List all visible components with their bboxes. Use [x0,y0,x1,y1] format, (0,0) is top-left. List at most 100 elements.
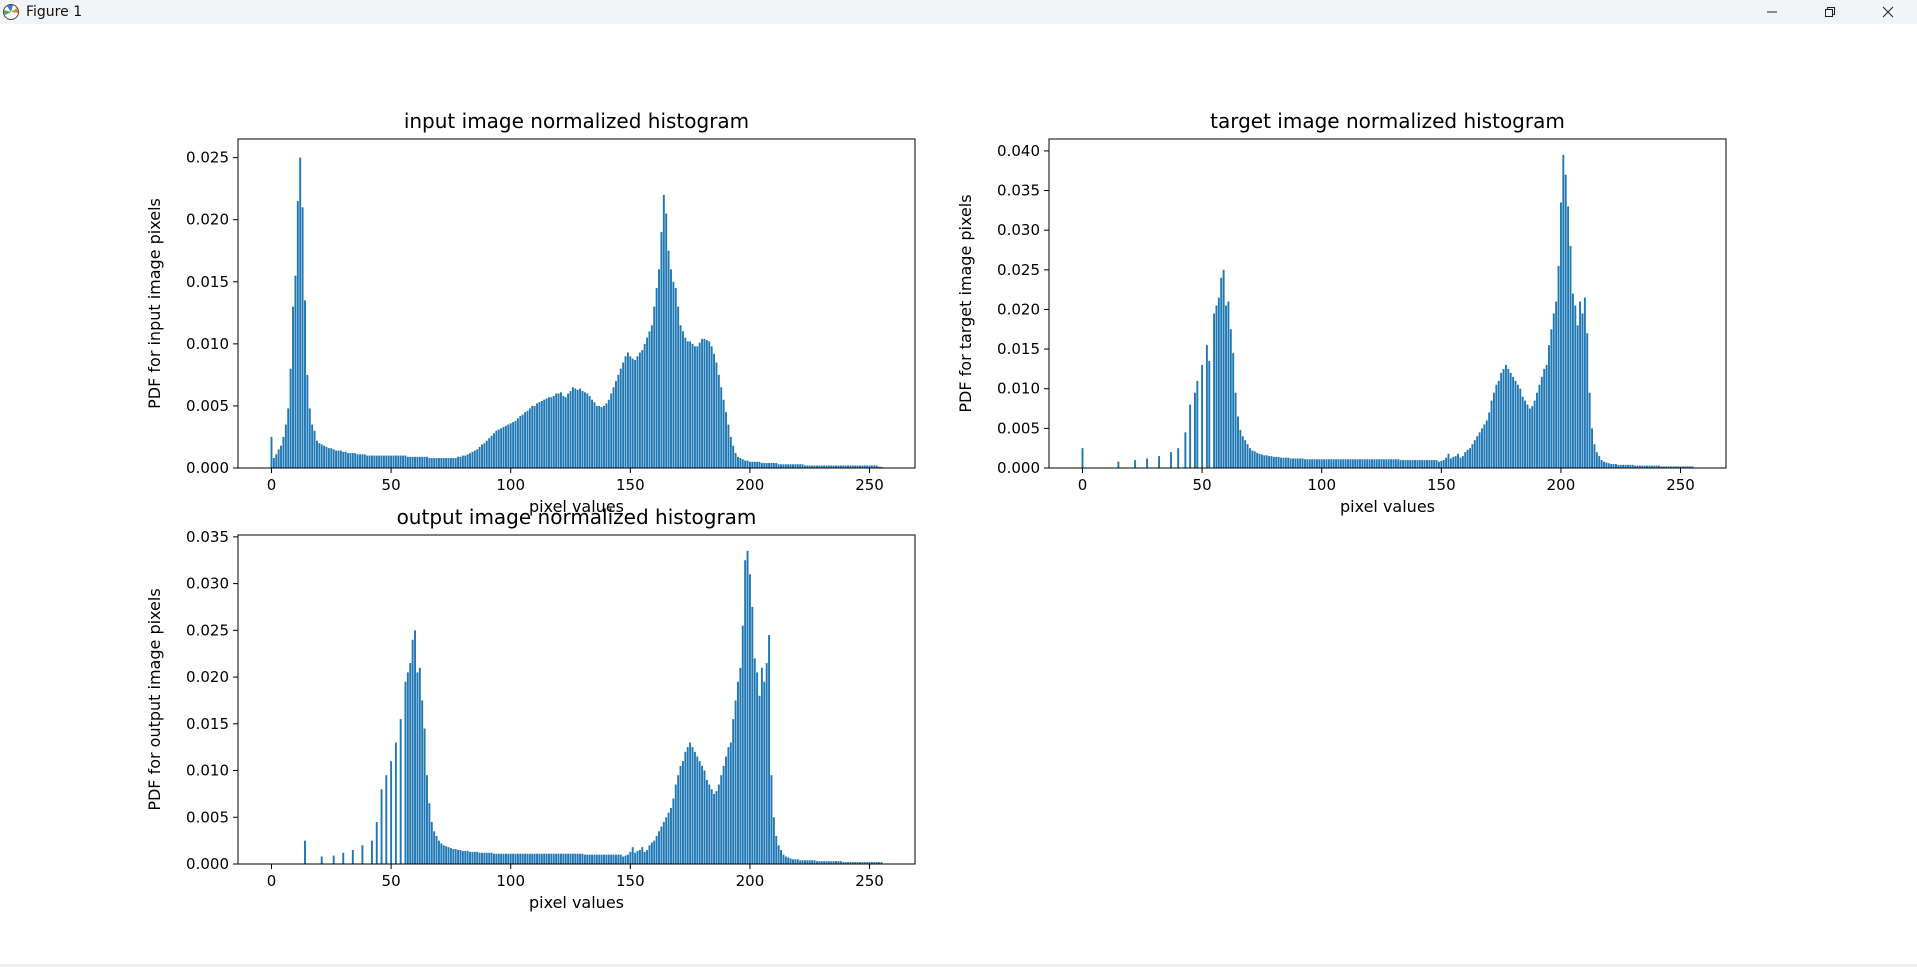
histogram-bar [435,458,438,468]
histogram-bar [1681,466,1684,468]
histogram-bar [765,663,768,864]
histogram-bar [837,465,840,468]
histogram-bar [1677,466,1680,468]
histogram-bar [1471,444,1474,468]
histogram-bar [516,418,519,468]
histogram-bar [665,213,668,468]
histogram-bar [1196,380,1199,468]
histogram-bar [1569,246,1572,468]
histogram-bar [1461,456,1464,468]
histogram-bar [576,389,579,468]
y-axis-label: PDF for output image pixels [145,588,164,810]
histogram-bar [1315,459,1318,468]
histogram-bar [507,853,510,864]
histogram-bar [1457,453,1460,468]
histogram-bar [1366,459,1369,468]
histogram-bar [562,853,565,864]
histogram-bar [708,784,711,864]
histogram-bar [796,464,799,468]
histogram-bar [1081,448,1084,468]
histogram-bar [823,465,826,468]
histogram-bar [1497,380,1500,468]
maximize-button[interactable] [1801,0,1859,24]
histogram-bar [1423,460,1426,468]
histogram-bar [615,381,617,468]
histogram-bar [703,770,706,864]
histogram-bar [418,456,421,468]
x-tick-label: 100 [1307,476,1336,494]
chart-title: target image normalized histogram [1210,109,1565,133]
histogram-bar [313,430,316,468]
histogram-bar [1323,459,1326,468]
histogram-bar [548,397,550,468]
histogram-bar [854,465,857,468]
histogram-bar [1519,388,1522,468]
histogram-bar [445,458,448,468]
minimize-button[interactable] [1743,0,1801,24]
histogram-bar [658,269,660,468]
histogram-bar [571,387,574,468]
close-button[interactable] [1859,0,1917,24]
x-tick-label: 250 [855,476,884,494]
y-tick-label: 0.025 [186,149,229,167]
window-title: Figure 1 [26,4,83,20]
histogram-bar [849,862,852,864]
histogram-bar [710,789,713,864]
window-controls [1743,0,1917,24]
histogram-bar [361,845,364,864]
histogram-bar [1237,416,1239,468]
histogram-bar [792,859,794,864]
histogram-bar [815,861,818,864]
histogram-bar [330,448,333,468]
histogram-bar [780,464,782,468]
histogram-bar [1626,464,1629,468]
histogram-bar [1246,444,1249,468]
histogram-bar [1641,465,1644,468]
histogram-bar [756,461,759,468]
histogram-bar [1370,459,1373,468]
histogram-bar [811,465,814,468]
histogram-bar [371,455,373,468]
histogram-bar [1325,459,1328,468]
histogram-bar [1445,457,1448,468]
histogram-bar [725,756,727,864]
histogram-bar [646,849,649,864]
histogram-bar [485,440,488,468]
histogram-bar [536,853,538,864]
histogram-bar [483,852,486,864]
histogram-bar [289,368,292,468]
histogram-bar [1339,459,1342,468]
histogram-bar [1380,459,1383,468]
histogram-bar [844,862,847,864]
y-tick-label: 0.005 [997,419,1040,437]
histogram-bar [684,337,687,468]
histogram-bar [655,835,658,864]
histogram-bar [1289,458,1292,468]
x-tick-label: 50 [382,872,401,890]
histogram-bar [1490,400,1493,468]
histogram-bar [1287,457,1290,468]
histogram-bar [459,456,462,468]
x-tick-label: 250 [855,872,884,890]
histogram-bar [598,405,601,468]
histogram-bar [1382,459,1385,468]
histogram-bar [282,436,285,468]
histogram-bar [648,331,651,468]
histogram-bar [801,464,804,468]
histogram-bar [342,451,345,468]
x-tick-label: 150 [1427,476,1456,494]
histogram-bar [516,853,519,864]
histogram-bar [638,352,641,468]
histogram-bar [1516,384,1519,468]
histogram-bar [581,391,584,468]
histogram-bar [696,756,699,864]
histogram-bar [1332,459,1335,468]
histogram-bar [538,853,541,864]
histogram-bar [617,854,620,864]
histogram-bar [454,458,457,468]
histogram-bar [1603,461,1605,468]
histogram-bar [1670,466,1672,468]
histogram-bar [1263,455,1266,468]
y-tick-label: 0.030 [186,575,229,593]
histogram-bar [763,681,766,864]
